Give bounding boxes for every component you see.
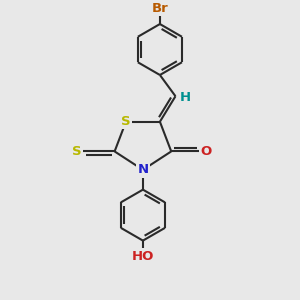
Text: S: S bbox=[72, 145, 82, 158]
Text: N: N bbox=[137, 163, 148, 176]
Text: Br: Br bbox=[152, 2, 168, 15]
Text: O: O bbox=[200, 145, 212, 158]
Text: HO: HO bbox=[132, 250, 154, 263]
Text: S: S bbox=[121, 115, 131, 128]
Text: H: H bbox=[180, 91, 191, 104]
